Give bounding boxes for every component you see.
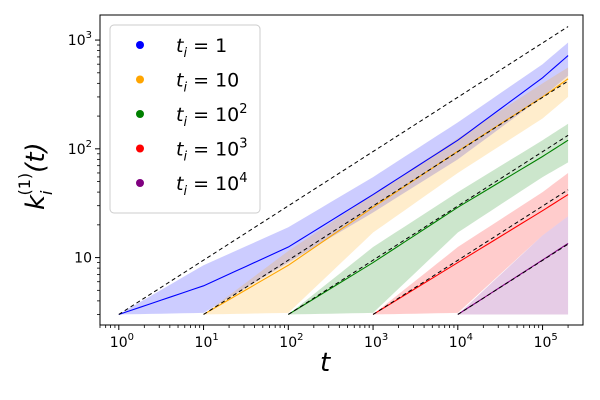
reference-line-0 [118,26,569,315]
legend: ti = 1 ti = 10 ti = 102 ti = 103 ti = 104 [109,24,261,214]
y-label-base: k [21,194,51,210]
legend-marker-2 [136,110,144,118]
y-axis-ticks: 10 102 103 [68,30,100,315]
band-2 [288,123,569,315]
band-1 [203,67,569,315]
y-label-argument: (t) [21,142,51,172]
plot-frame [99,14,584,326]
reference-line-3 [372,189,569,315]
legend-label-0: ti = 1 [176,35,227,61]
legend-marker-4 [136,179,144,187]
x-tick-label-1: 101 [195,332,219,351]
mean-line-0 [118,55,569,315]
x-tick-label-3: 103 [364,332,388,351]
y-label-subscript: i [37,190,54,195]
x-tick-label-4: 104 [449,332,473,351]
legend-marker-3 [136,144,144,153]
y-tick-label-1: 102 [68,139,92,158]
reference-line-1 [203,80,569,315]
legend-marker-0 [136,41,144,49]
uncertainty-bands [118,42,569,315]
y-axis-label: ki(1)(t) [15,142,54,210]
y-tick-label-0: 10 [74,251,92,267]
x-axis-ticks: 100 101 102 103 104 105 [99,325,569,351]
reference-line-2 [288,134,569,315]
legend-box [109,24,261,214]
x-tick-label-0: 100 [110,332,134,351]
y-label-superscript: (1) [15,173,34,196]
series-lines [118,55,569,315]
mean-line-1 [203,78,569,315]
legend-label-3: ti = 103 [176,137,248,165]
band-3 [373,172,569,315]
x-tick-label-2: 102 [279,332,303,351]
legend-label-1: ti = 10 [176,70,239,96]
legend-label-2: ti = 102 [176,102,248,130]
mean-line-3 [372,194,569,315]
x-axis-label: t [320,348,331,378]
svg-text:ki(1)(t): ki(1)(t) [15,142,54,210]
y-tick-label-2: 103 [68,30,92,49]
legend-label-4: ti = 104 [176,171,248,199]
legend-marker-1 [136,75,144,84]
x-tick-label-5: 105 [534,332,558,351]
band-4 [457,216,569,315]
reference-line-4 [457,243,569,315]
mean-line-2 [288,139,569,315]
reference-lines [118,26,569,315]
